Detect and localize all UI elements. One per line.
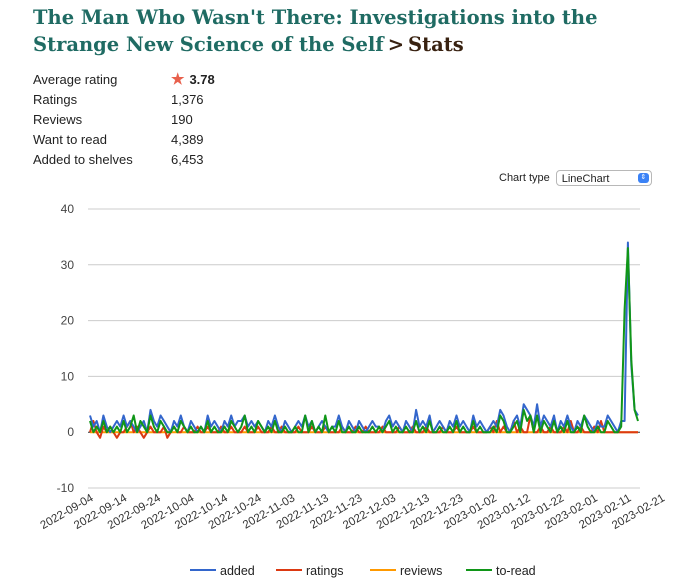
chart-type-select[interactable]: LineChart ⇕ (555, 170, 652, 186)
y-tick-label: 30 (61, 258, 75, 272)
chart-type-control: Chart type LineChart ⇕ (499, 170, 652, 186)
y-tick-label: 20 (61, 314, 75, 328)
stat-value: 6,453 (171, 152, 204, 167)
stats-table: Average rating ★ 3.78 Ratings 1,376 Revie… (33, 70, 215, 170)
stat-label: Want to read (33, 132, 107, 147)
y-tick-label: 40 (61, 202, 75, 216)
stat-row-reviews: Reviews 190 (33, 110, 215, 130)
stat-value: 4,389 (171, 132, 204, 147)
legend-label-added: added (220, 564, 255, 578)
stat-row-want-to-read: Want to read 4,389 (33, 130, 215, 150)
stat-row-average-rating: Average rating ★ 3.78 (33, 70, 215, 90)
stat-label: Reviews (33, 112, 83, 127)
legend-label-to-read: to-read (496, 564, 536, 578)
y-tick-label: 0 (67, 425, 74, 439)
chart-type-selected: LineChart (561, 173, 610, 185)
star-icon: ★ (171, 71, 185, 88)
stat-label: Ratings (33, 92, 78, 107)
breadcrumb-separator: > (387, 33, 405, 56)
series-line-added (89, 241, 639, 434)
page-title: The Man Who Wasn't There: Investigations… (33, 4, 673, 58)
series-line-to-read (89, 247, 639, 434)
stat-label: Added to shelves (33, 152, 133, 167)
book-title-link[interactable]: The Man Who Wasn't There: Investigations… (33, 6, 598, 56)
y-tick-label: -10 (57, 481, 75, 495)
chart-type-label: Chart type (499, 172, 550, 184)
stat-value: 190 (171, 112, 193, 127)
stat-value: 1,376 (171, 92, 204, 107)
stat-value: 3.78 (189, 72, 215, 87)
y-tick-label: 10 (61, 369, 75, 383)
stat-label: Average rating (33, 72, 118, 87)
legend-label-ratings: ratings (306, 564, 344, 578)
legend-label-reviews: reviews (400, 564, 442, 578)
stat-row-added-to-shelves: Added to shelves 6,453 (33, 150, 215, 170)
select-arrows-icon: ⇕ (637, 173, 649, 183)
stat-row-ratings: Ratings 1,376 (33, 90, 215, 110)
breadcrumb-current: Stats (408, 33, 464, 56)
